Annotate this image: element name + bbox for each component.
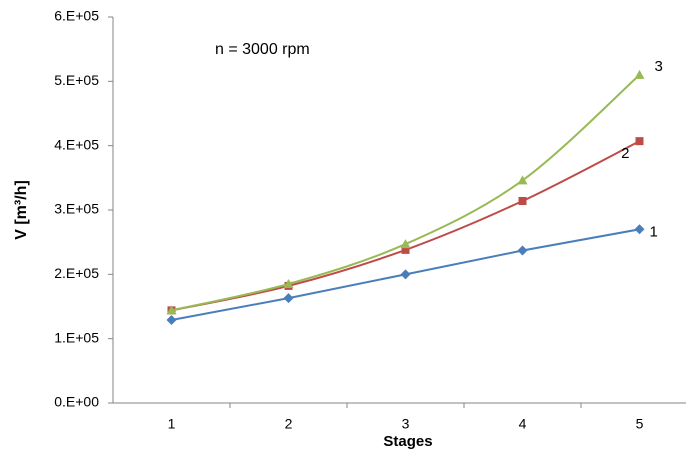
y-tick-label: 2.E+05 (54, 265, 99, 281)
y-tick-label: 3.E+05 (54, 201, 99, 217)
point (401, 245, 410, 254)
x-tick-label: 3 (402, 416, 410, 432)
y-tick-label: 5.E+05 (54, 72, 99, 88)
y-tick-label: 0.E+00 (54, 394, 99, 410)
series-label: 2 (621, 145, 629, 162)
point (634, 224, 645, 235)
x-tick-label: 5 (636, 416, 644, 432)
series-line (171, 140, 640, 312)
y-tick-label: 1.E+05 (54, 329, 99, 345)
annotation: n = 3000 rpm (215, 41, 310, 58)
point (283, 293, 294, 304)
point (517, 245, 528, 256)
series-label: 3 (655, 58, 663, 75)
point (166, 305, 177, 315)
y-tick-label: 6.E+05 (54, 8, 99, 24)
point (635, 137, 644, 146)
series-label: 1 (650, 223, 658, 240)
point (518, 196, 527, 205)
point (166, 315, 177, 326)
point (283, 278, 294, 288)
x-tick-label: 2 (285, 416, 293, 432)
x-axis-label: Stages (383, 433, 432, 450)
x-tick-label: 4 (519, 416, 527, 432)
x-tick-label: 1 (168, 416, 176, 432)
point (517, 175, 528, 185)
point (634, 69, 645, 79)
point (400, 239, 411, 249)
y-tick-label: 4.E+05 (54, 136, 99, 152)
point (400, 269, 411, 280)
y-axis-label: V [m³/h] (13, 180, 30, 240)
